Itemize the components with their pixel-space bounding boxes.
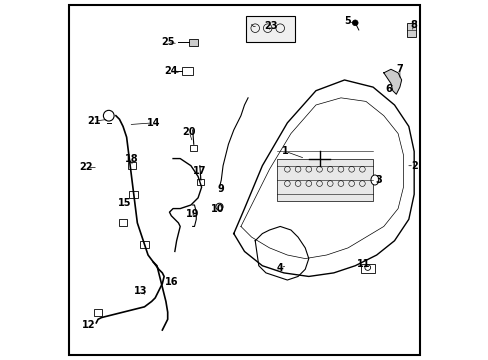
Bar (94, 309, 102, 316)
Text: 2: 2 (410, 161, 417, 171)
Bar (140, 241, 148, 248)
Text: 17: 17 (193, 166, 206, 176)
Text: 13: 13 (134, 286, 147, 296)
Text: 6: 6 (385, 84, 392, 94)
Text: 4: 4 (276, 262, 283, 273)
Text: 21: 21 (87, 116, 101, 126)
Text: 7: 7 (396, 64, 403, 74)
Bar (182, 67, 192, 75)
Text: 1: 1 (282, 147, 288, 157)
Text: 20: 20 (182, 127, 196, 137)
Bar (189, 39, 198, 46)
Text: 9: 9 (218, 184, 224, 194)
Bar (246, 16, 294, 42)
Polygon shape (383, 69, 401, 94)
Text: 3: 3 (374, 175, 381, 185)
Text: 12: 12 (82, 320, 96, 330)
Text: 14: 14 (146, 118, 160, 128)
Text: 15: 15 (118, 198, 131, 208)
Text: 11: 11 (357, 259, 370, 269)
Text: 24: 24 (164, 66, 178, 76)
Bar (276, 158, 372, 202)
Text: 5: 5 (344, 16, 351, 26)
Text: 23: 23 (264, 21, 278, 31)
Bar (197, 179, 203, 185)
Text: 18: 18 (125, 154, 139, 163)
Text: 19: 19 (185, 209, 199, 219)
Bar (406, 23, 415, 37)
Bar (129, 191, 138, 198)
Bar (360, 264, 374, 273)
Bar (190, 145, 196, 152)
Text: 22: 22 (79, 162, 92, 172)
Text: 8: 8 (410, 19, 417, 30)
Text: 10: 10 (210, 203, 224, 213)
Bar (127, 162, 136, 169)
Text: 25: 25 (161, 37, 174, 48)
Ellipse shape (370, 175, 378, 185)
Circle shape (352, 20, 357, 26)
Text: 16: 16 (164, 277, 178, 287)
Bar (119, 219, 127, 226)
